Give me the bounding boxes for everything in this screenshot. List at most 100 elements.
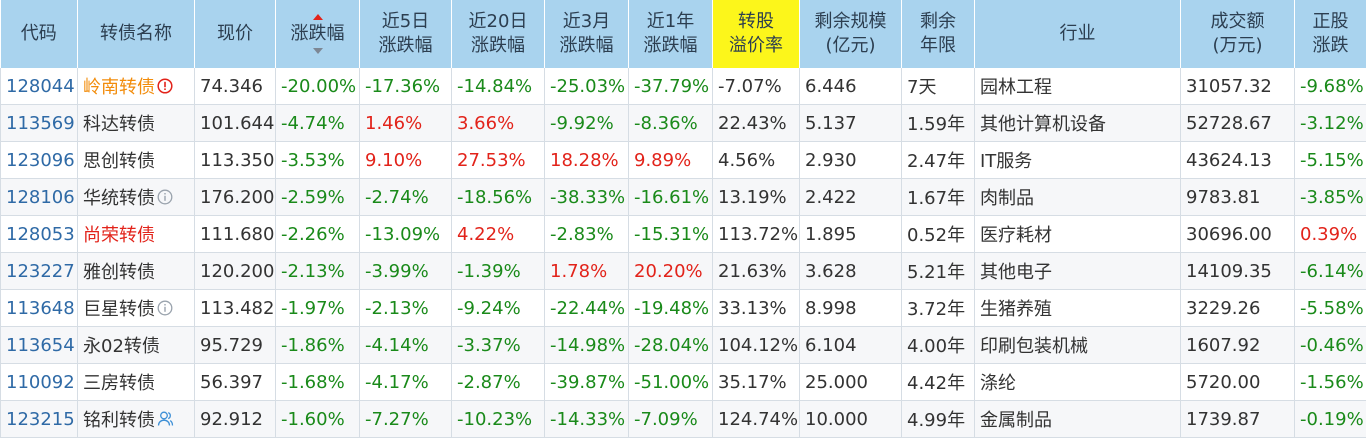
header-years-line2: 年限 [920,35,956,56]
chg1y-cell: -15.31% [628,215,713,253]
info-circle-icon[interactable] [157,300,173,321]
header-premium-line2: 溢价率 [729,35,783,56]
table-row[interactable]: 113569 科达转债 101.644 -4.74% 1.46% 3.66% -9.92% -… [0,104,1366,142]
bond-name-link[interactable]: 华统转债 [83,188,155,209]
bond-name-link[interactable]: 科达转债 [83,114,155,135]
bond-name-link[interactable]: 三房转债 [83,373,155,394]
years-cell: 4.99年 [901,400,975,438]
table-row[interactable]: 128044 岭南转债 74.346 -20.00% -17.36% -14.84% -25… [0,68,1366,105]
chg1y-cell: -51.00% [628,363,713,401]
header-years-line1: 剩余 [920,11,956,32]
years-cell: 1.59年 [901,104,975,142]
bond-name-link[interactable]: 铭利转债 [83,410,155,431]
header-chg20-line1: 近20日 [468,11,528,32]
bond-name-link[interactable]: 雅创转债 [83,262,155,283]
chg3m-cell: -22.44% [544,289,629,327]
scale-cell: 8.998 [799,289,902,327]
bond-name-link[interactable]: 尚荣转债 [83,225,155,246]
bond-name-cell[interactable]: 三房转债 [77,363,195,401]
stock-chg-cell: -3.85% [1294,178,1366,216]
scale-cell: 5.137 [799,104,902,142]
sort-down-arrow-icon [312,48,323,54]
chg3m-cell: -25.03% [544,68,629,105]
bond-code-link[interactable]: 110092 [0,363,78,401]
header-stock-chg[interactable]: 正股 涨跌 [1294,0,1366,68]
bond-name-cell[interactable]: 永02转债 [77,326,195,364]
price-cell: 113.482 [194,289,276,327]
industry-cell: 园林工程 [974,68,1181,105]
header-code[interactable]: 代码 [0,0,78,68]
info-circle-icon[interactable] [157,189,173,210]
volume-cell: 3229.26 [1180,289,1295,327]
bond-name-cell[interactable]: 雅创转债 [77,252,195,290]
bond-code-link[interactable]: 123215 [0,400,78,438]
bond-code-link[interactable]: 128106 [0,178,78,216]
sort-indicator-icon: 涨跌幅 [291,14,345,54]
table-row[interactable]: 128053 尚荣转债 111.680 -2.26% -13.09% 4.22% -2.83… [0,215,1366,253]
bond-code-link[interactable]: 123227 [0,252,78,290]
alert-circle-icon[interactable] [157,77,173,99]
change-cell: -4.74% [275,104,360,142]
header-price[interactable]: 现价 [194,0,276,68]
bond-name-cell[interactable]: 巨星转债 [77,289,195,327]
industry-cell: 肉制品 [974,178,1181,216]
stock-chg-cell: -1.56% [1294,363,1366,401]
chg20-cell: 3.66% [451,104,545,142]
header-years[interactable]: 剩余 年限 [901,0,975,68]
bond-code-link[interactable]: 113569 [0,104,78,142]
chg1y-cell: -37.79% [628,68,713,105]
header-name-label: 转债名称 [100,23,172,44]
chg3m-cell: -2.83% [544,215,629,253]
table-row[interactable]: 123227 雅创转债 120.200 -2.13% -3.99% -1.39% 1.78%… [0,252,1366,290]
industry-cell: 医疗耗材 [974,215,1181,253]
header-premium[interactable]: 转股 溢价率 [712,0,800,68]
bond-name-link[interactable]: 永02转债 [83,336,160,357]
bond-name-link[interactable]: 巨星转债 [83,299,155,320]
header-chg1y-line2: 涨跌幅 [643,35,698,56]
bond-code-link[interactable]: 128053 [0,215,78,253]
table-row[interactable]: 123215 铭利转债 92.912 -1.60% -7.27% -10.23% -14.3… [0,400,1366,438]
chg20-cell: -10.23% [451,400,545,438]
header-name[interactable]: 转债名称 [77,0,195,68]
change-cell: -1.97% [275,289,360,327]
header-chg5[interactable]: 近5日 涨跌幅 [359,0,452,68]
header-chg3m-line2: 涨跌幅 [559,35,614,56]
header-chg20[interactable]: 近20日 涨跌幅 [451,0,545,68]
bond-name-cell[interactable]: 尚荣转债 [77,215,195,253]
header-change[interactable]: 涨跌幅 [275,0,360,68]
bond-name-cell[interactable]: 华统转债 [77,178,195,216]
bond-name-cell[interactable]: 岭南转债 [77,68,195,105]
table-row[interactable]: 110092 三房转债 56.397 -1.68% -4.17% -2.87% -39.87… [0,363,1366,401]
years-cell: 5.21年 [901,252,975,290]
price-cell: 101.644 [194,104,276,142]
table-row[interactable]: 128106 华统转债 176.200 -2.59% -2.74% -18.56% -38.… [0,178,1366,216]
chg5-cell: 1.46% [359,104,452,142]
volume-cell: 30696.00 [1180,215,1295,253]
bond-code-link[interactable]: 113654 [0,326,78,364]
stock-chg-cell: -9.68% [1294,68,1366,105]
bond-name-link[interactable]: 思创转债 [83,151,155,172]
header-volume[interactable]: 成交额 (万元) [1180,0,1295,68]
industry-cell: 金属制品 [974,400,1181,438]
scale-cell: 25.000 [799,363,902,401]
header-scale[interactable]: 剩余规模 (亿元) [799,0,902,68]
header-industry[interactable]: 行业 [974,0,1181,68]
bond-name-cell[interactable]: 科达转债 [77,104,195,142]
chg20-cell: 4.22% [451,215,545,253]
user-icon[interactable] [157,410,174,432]
bond-name-cell[interactable]: 思创转债 [77,141,195,179]
header-volume-line2: (万元) [1212,35,1263,56]
header-change-label: 涨跌幅 [290,23,345,44]
header-chg1y[interactable]: 近1年 涨跌幅 [628,0,713,68]
header-chg3m[interactable]: 近3月 涨跌幅 [544,0,629,68]
table-row[interactable]: 123096 思创转债 113.350 -3.53% 9.10% 27.53% 18.28%… [0,141,1366,179]
table-row[interactable]: 113654 永02转债 95.729 -1.86% -4.14% -3.37% -14.9… [0,326,1366,364]
bond-code-link[interactable]: 128044 [0,68,78,105]
premium-cell: 4.56% [712,141,800,179]
bond-code-link[interactable]: 123096 [0,141,78,179]
premium-cell: 104.12% [712,326,800,364]
bond-name-link[interactable]: 岭南转债 [83,77,155,98]
bond-code-link[interactable]: 113648 [0,289,78,327]
table-row[interactable]: 113648 巨星转债 113.482 -1.97% -2.13% -9.24% -22.4… [0,289,1366,327]
bond-name-cell[interactable]: 铭利转债 [77,400,195,438]
